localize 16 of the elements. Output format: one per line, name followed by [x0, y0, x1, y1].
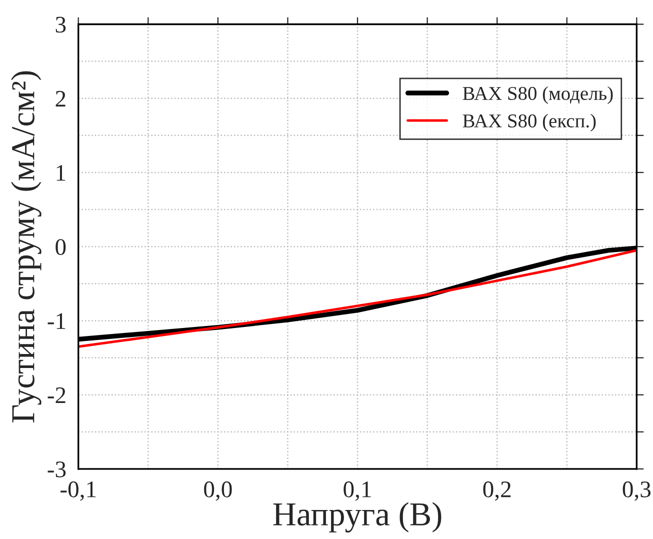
x-tick-label: 0,2 [483, 481, 511, 501]
y-tick-label: 2 [56, 90, 66, 107]
y-tick-label: 0 [56, 239, 66, 256]
legend-label: ВАХ S80 (експ.) [462, 114, 596, 132]
y-tick-label: -2 [48, 387, 66, 404]
x-tick-label: -0,1 [60, 481, 96, 501]
y-tick-label: -3 [48, 461, 66, 478]
x-tick-label: 0,1 [344, 481, 371, 501]
x-tick-label: 0,3 [622, 481, 651, 501]
y-tick-label: 3 [56, 16, 66, 33]
x-axis-title: Напруга (В) [273, 502, 442, 532]
x-tick-label: 0,0 [204, 481, 232, 501]
legend-label: ВАХ S80 (модель) [462, 86, 613, 104]
y-tick-label: -1 [48, 313, 66, 329]
y-axis-title: Густина струму (мА/см²) [11, 71, 42, 422]
y-tick-label: 1 [56, 165, 66, 181]
